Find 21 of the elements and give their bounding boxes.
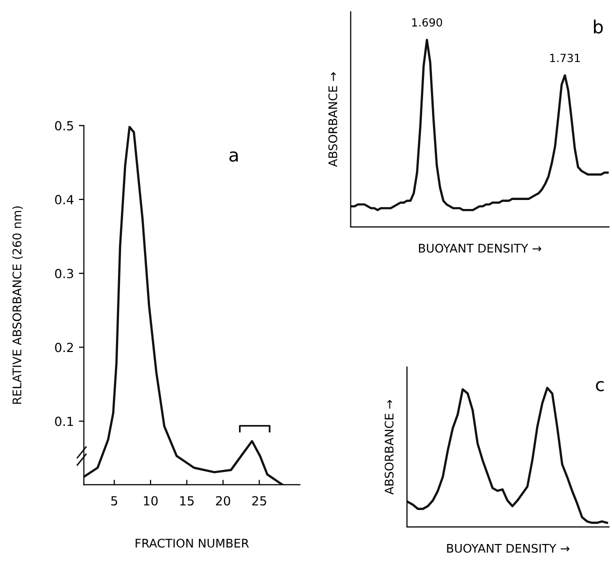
x-axis-title: FRACTION NUMBER [136, 538, 249, 548]
x-axis-title: BUOYANT DENSITY → [447, 544, 570, 553]
y-axis-title: ABSORBANCE → [328, 72, 338, 167]
text: 1.690 [412, 18, 442, 27]
chart-title: b [594, 20, 603, 34]
x-tick-label: 5 [111, 496, 118, 506]
chart-title: c [596, 380, 604, 392]
text: a [229, 151, 238, 162]
x-tick-label: 15 [180, 496, 194, 506]
y-tick-label: 0.1 [55, 416, 73, 426]
y-tick-label: 0.2 [55, 342, 73, 352]
y-tick-label: 0.5 [55, 121, 74, 130]
y-tick-label: 0.4 [55, 194, 74, 204]
x-tick-label: 25 [252, 496, 266, 506]
y-axis-title: RELATIVE ABSORBANCE (260 nm) [12, 206, 23, 404]
x-tick-label: 10 [144, 496, 158, 506]
x-tick-label: 20 [216, 496, 230, 506]
annotation: 1.731 [550, 54, 580, 62]
y-axis-title: ABSORBANCE → [384, 400, 394, 495]
y-tick-label: 0.3 [55, 268, 74, 278]
x-axis-title: BUOYANT DENSITY → [418, 244, 542, 253]
